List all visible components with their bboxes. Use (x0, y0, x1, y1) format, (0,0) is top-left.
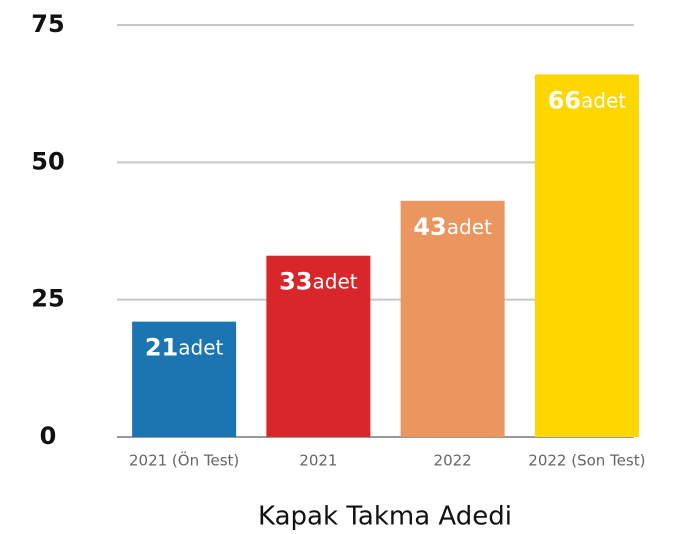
chart-title: Kapak Takma Adedi (258, 502, 512, 532)
value-label: 33adet (279, 268, 358, 296)
x-tick-label: 2022 (Son Test) (528, 452, 645, 470)
y-tick-label: 0 (40, 422, 57, 450)
value-label: 66adet (548, 86, 627, 114)
x-tick-label: 2021 (299, 452, 337, 470)
bar (132, 321, 237, 437)
x-tick-label: 2022 (434, 452, 472, 470)
y-tick-label: 50 (31, 147, 64, 175)
bar (266, 255, 371, 437)
bar (400, 200, 505, 437)
y-tick-label: 75 (31, 10, 64, 38)
x-tick-label: 2021 (Ön Test) (129, 451, 239, 470)
value-label: 43adet (413, 213, 492, 241)
value-label: 21adet (145, 334, 224, 362)
bar (534, 74, 639, 437)
y-tick-label: 25 (31, 285, 64, 313)
